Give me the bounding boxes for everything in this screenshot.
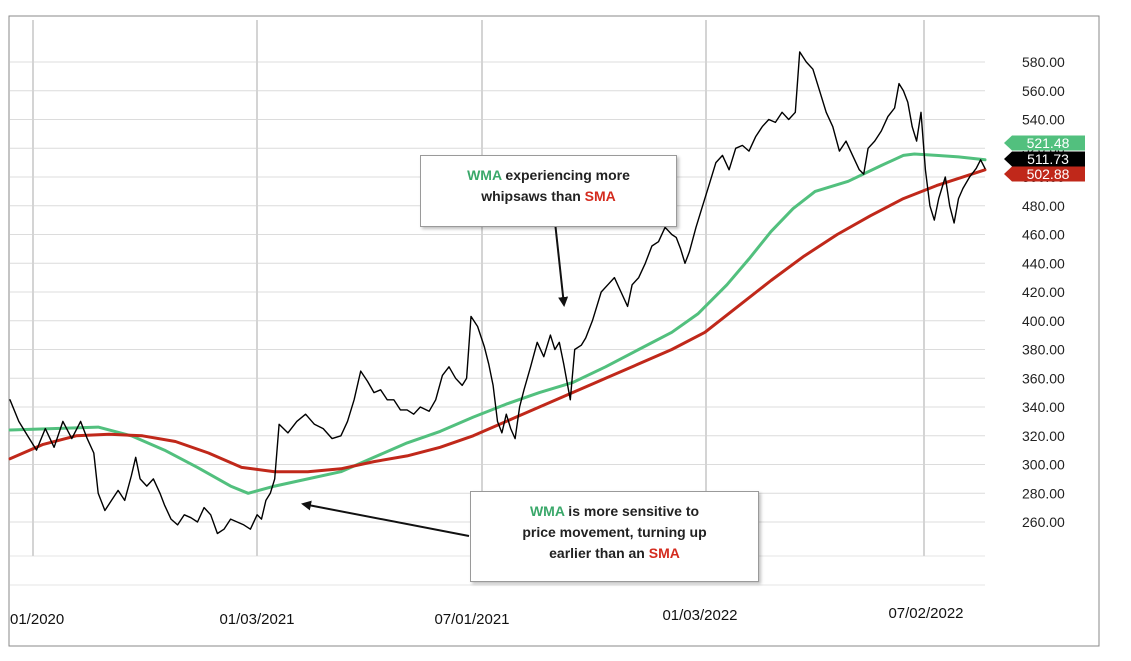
annotation-sensitive: WMA is more sensitive to price movement,… [470, 491, 759, 582]
y-axis-ticks: 580.00560.00540.00520.00500.00480.00460.… [1022, 54, 1065, 530]
price-tag: 502.88 [1004, 166, 1085, 182]
y-tick-label: 420.00 [1022, 284, 1065, 300]
x-tick-label: 01/03/2021 [219, 611, 294, 628]
y-tick-label: 360.00 [1022, 370, 1065, 386]
price-tag-box [1004, 135, 1085, 151]
arrow-whipsaws [554, 221, 569, 307]
price-tag-label: 502.88 [1027, 166, 1070, 182]
y-tick-label: 540.00 [1022, 112, 1065, 128]
annotation-whipsaws: WMA experiencing more whipsaws than SMA [420, 155, 677, 227]
price-tag: 511.73 [1004, 151, 1085, 167]
annotation-sensitive-text1: is more sensitive to [564, 503, 700, 519]
y-tick-label: 580.00 [1022, 54, 1065, 70]
price-tag-box [1004, 151, 1085, 167]
y-tick-label: 440.00 [1022, 255, 1065, 271]
arrow-sensitive [301, 500, 470, 537]
price-tag-label: 521.48 [1027, 135, 1070, 151]
annotation-sensitive-text3: earlier than an [549, 545, 649, 561]
y-tick-label: 280.00 [1022, 485, 1065, 501]
y-tick-label: 320.00 [1022, 428, 1065, 444]
series-line-price [9, 51, 986, 535]
x-tick-label: 01/03/2022 [662, 607, 737, 624]
y-tick-label: 480.00 [1022, 198, 1065, 214]
annotation-whipsaws-sma: SMA [584, 188, 616, 204]
annotation-sensitive-wma: WMA [529, 503, 565, 519]
series-lines [8, 51, 987, 535]
y-tick-label: 460.00 [1022, 227, 1065, 243]
series-line-sma [8, 168, 987, 474]
x-tick-label: 01/2020 [10, 611, 64, 628]
y-tick-label: 300.00 [1022, 457, 1065, 473]
y-tick-label: 340.00 [1022, 399, 1065, 415]
x-tick-label: 07/02/2022 [888, 605, 963, 622]
y-tick-label: 380.00 [1022, 342, 1065, 358]
annotation-whipsaws-wma: WMA [467, 167, 502, 183]
price-tag-label: 511.73 [1027, 151, 1069, 167]
annotation-whipsaws-text1: experiencing more [501, 167, 630, 183]
price-tag: 521.48 [1004, 135, 1085, 151]
y-tick-label: 260.00 [1022, 514, 1065, 530]
x-axis-ticks: 01/2020 01/03/2021 07/01/2021 01/03/2022 07/… [10, 605, 964, 628]
annotation-sensitive-text2: price movement, turning up [522, 524, 707, 540]
annotation-whipsaws-text2: whipsaws than [481, 188, 585, 204]
annotation-arrows [301, 221, 569, 537]
y-tick-label: 400.00 [1022, 313, 1065, 329]
y-tick-label: 560.00 [1022, 83, 1065, 99]
annotation-sensitive-sma: SMA [648, 545, 680, 561]
price-tag-box [1004, 166, 1085, 182]
x-tick-label: 07/01/2021 [434, 611, 509, 628]
